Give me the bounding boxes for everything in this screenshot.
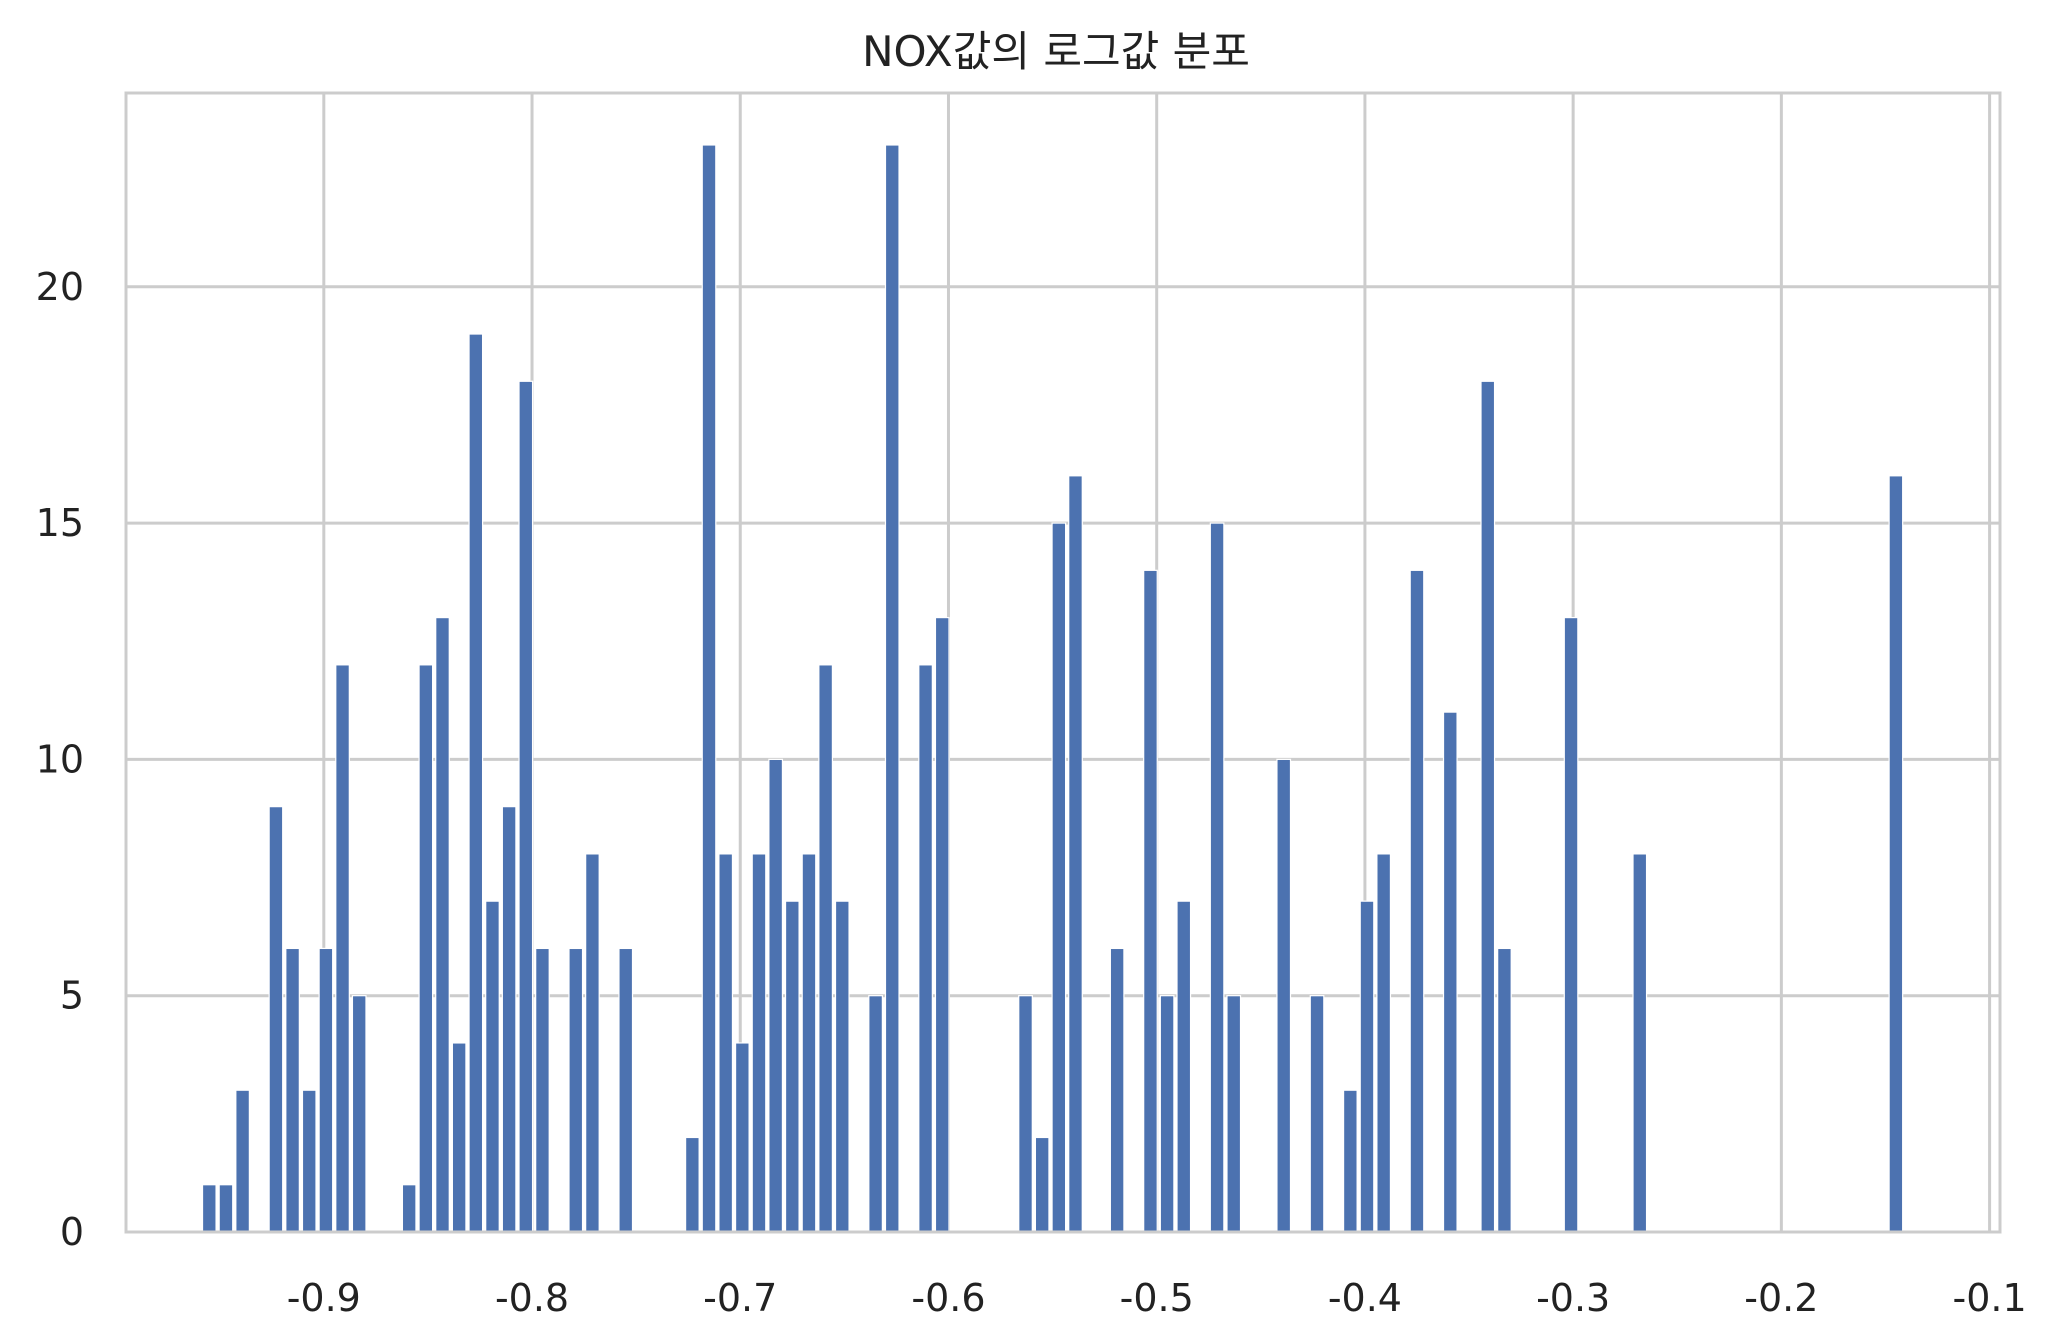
histogram-bar <box>301 1089 317 1233</box>
histogram-bar <box>618 947 634 1233</box>
histogram-bar <box>285 947 300 1233</box>
histogram-bar <box>1480 380 1496 1233</box>
histogram-bar <box>1143 569 1158 1233</box>
plot-frame <box>124 91 2002 1234</box>
histogram-bar <box>568 947 584 1233</box>
y-tick-label: 15 <box>36 501 84 545</box>
x-tick-label: -0.5 <box>1120 1276 1194 1320</box>
histogram-bar <box>784 900 800 1233</box>
histogram-bar <box>1888 475 1904 1233</box>
histogram-bar <box>201 1184 217 1233</box>
histogram-bar <box>684 1136 700 1233</box>
histogram-bar <box>1442 711 1458 1233</box>
histogram-bar <box>451 1042 467 1233</box>
histogram-bar <box>718 853 734 1233</box>
histogram-bar <box>1209 522 1225 1233</box>
histogram-bar <box>268 806 284 1233</box>
histogram-bar <box>1632 853 1648 1233</box>
histogram-bar <box>701 144 717 1233</box>
x-tick-label: -0.3 <box>1536 1276 1610 1320</box>
x-tick-label: -0.9 <box>287 1276 361 1320</box>
histogram-bar <box>818 664 833 1233</box>
histogram-bar <box>884 144 900 1233</box>
histogram-bar <box>435 617 450 1233</box>
histogram-bar <box>335 664 350 1233</box>
x-tick-label: -0.8 <box>495 1276 569 1320</box>
histogram-bar <box>1034 1136 1050 1233</box>
histogram-bar <box>1309 995 1325 1233</box>
histogram-bar <box>1342 1089 1358 1233</box>
histogram-bar <box>1051 522 1067 1233</box>
histogram-bar <box>1563 617 1579 1233</box>
histogram-bar <box>934 617 950 1233</box>
histogram-bar <box>485 900 500 1233</box>
tick-labels: -0.9 -0.8 -0.7 -0.6 -0.5 -0.4 -0.3 -0.2 -0.1 0 5 10… <box>36 265 2027 1320</box>
histogram-bar <box>351 995 367 1233</box>
x-tick-label: -0.7 <box>703 1276 777 1320</box>
histogram-bar <box>734 1042 750 1233</box>
histogram-bar <box>535 947 550 1233</box>
histogram-bar <box>801 853 817 1233</box>
histogram-bar <box>1068 475 1083 1233</box>
histogram-bar <box>751 853 767 1233</box>
histogram-bar <box>235 1089 250 1233</box>
histogram-bar <box>468 333 484 1233</box>
histogram-bar <box>518 380 534 1233</box>
histogram-bar <box>1359 900 1375 1233</box>
histogram-bar <box>418 664 434 1233</box>
histogram-bar <box>1497 947 1512 1233</box>
histogram-bar <box>401 1184 417 1233</box>
histogram-bar <box>1176 900 1192 1233</box>
y-tick-label: 5 <box>60 974 84 1018</box>
histogram-bar <box>918 664 933 1233</box>
histogram-bar <box>1109 947 1125 1233</box>
y-tick-label: 20 <box>36 265 84 309</box>
x-tick-label: -0.4 <box>1328 1276 1402 1320</box>
histogram-bar <box>1376 853 1392 1233</box>
histogram-bar <box>1018 995 1033 1233</box>
histogram-bar <box>834 900 850 1233</box>
histogram-bar <box>1276 758 1292 1233</box>
histogram-bar <box>868 995 883 1233</box>
histogram-bar <box>585 853 600 1233</box>
chart-title: NOX값의 로그값 분포 <box>862 27 1250 76</box>
histogram-bar <box>1226 995 1242 1233</box>
y-tick-label: 10 <box>36 737 84 781</box>
x-tick-label: -0.2 <box>1744 1276 1818 1320</box>
histogram-bar <box>501 806 517 1233</box>
histogram-bar <box>1409 569 1425 1233</box>
histogram-bar <box>768 758 784 1233</box>
y-tick-label: 0 <box>60 1210 84 1254</box>
histogram-bar <box>218 1184 234 1233</box>
x-tick-label: -0.1 <box>1953 1276 2027 1320</box>
histogram-bar <box>1159 995 1175 1233</box>
histogram-bar <box>318 947 334 1233</box>
x-tick-label: -0.6 <box>911 1276 985 1320</box>
bars <box>201 144 1904 1233</box>
